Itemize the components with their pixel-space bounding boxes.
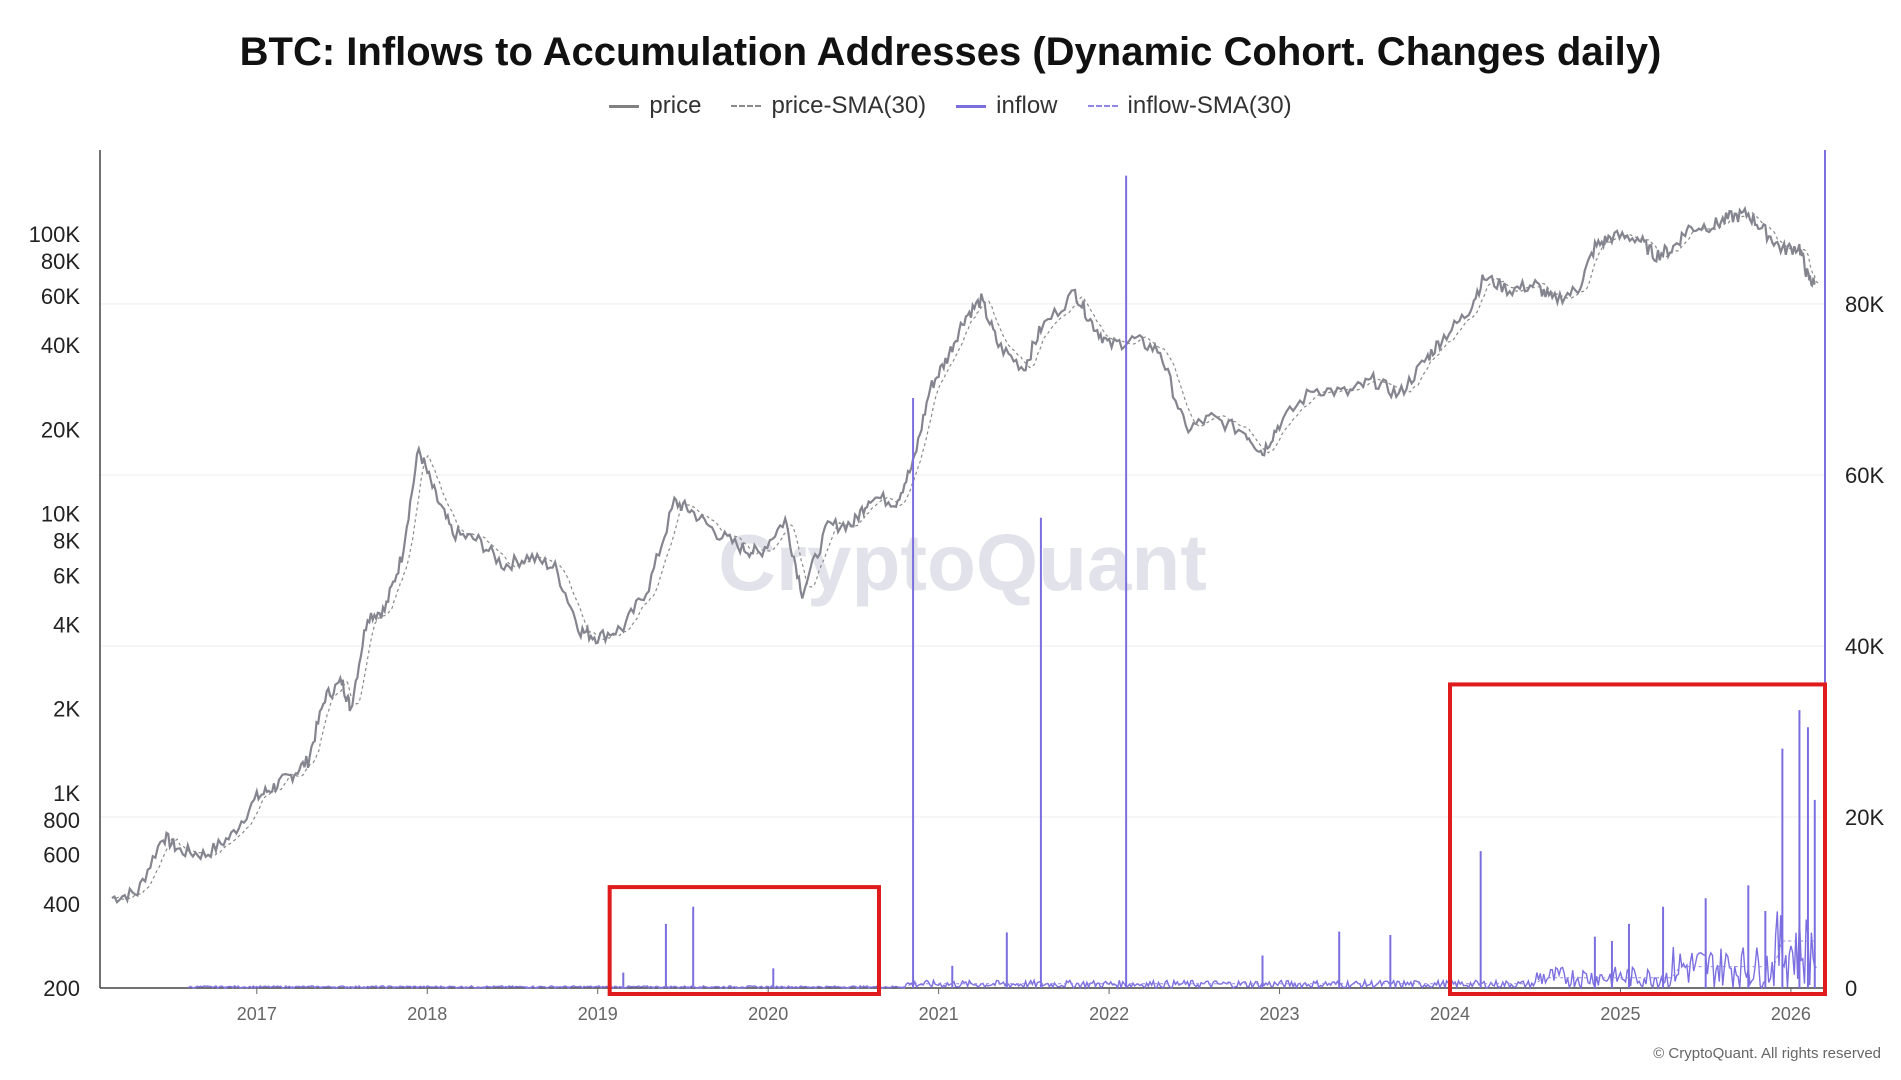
x-tick-label: 2025: [1600, 1004, 1640, 1024]
left-tick-label: 200: [43, 976, 80, 1001]
x-tick-label: 2017: [237, 1004, 277, 1024]
legend-item-price[interactable]: price: [609, 92, 701, 120]
left-tick-label: 60K: [41, 284, 80, 309]
x-tick-label: 2018: [407, 1004, 447, 1024]
right-tick-label: 40K: [1845, 634, 1884, 659]
left-tick-label: 400: [43, 892, 80, 917]
left-tick-label: 600: [43, 843, 80, 868]
left-tick-label: 20K: [41, 417, 80, 442]
x-tick-label: 2020: [748, 1004, 788, 1024]
copyright-credit: © CryptoQuant. All rights reserved: [1653, 1045, 1881, 1062]
left-tick-label: 800: [43, 808, 80, 833]
legend-label-price: price: [649, 92, 702, 119]
x-tick-label: 2021: [919, 1004, 959, 1024]
left-tick-label: 100K: [29, 222, 81, 247]
right-tick-label: 0: [1845, 976, 1857, 1001]
left-tick-label: 2K: [53, 697, 80, 722]
x-tick-label: 2026: [1771, 1004, 1811, 1024]
x-tick-label: 2022: [1089, 1004, 1129, 1024]
left-tick-label: 80K: [41, 249, 80, 274]
left-tick-label: 6K: [53, 563, 80, 588]
inflow-sma-line: [188, 940, 1817, 988]
legend-label-price-sma: price-SMA(30): [771, 92, 927, 119]
left-tick-label: 1K: [53, 781, 80, 806]
legend: price price-SMA(30) inflow inflow-SMA(30…: [0, 92, 1901, 120]
right-tick-label: 20K: [1845, 805, 1884, 830]
left-tick-label: 4K: [53, 613, 80, 638]
left-tick-label: 10K: [41, 501, 80, 526]
legend-item-inflow[interactable]: inflow: [956, 92, 1058, 120]
legend-label-inflow-sma: inflow-SMA(30): [1127, 92, 1292, 119]
inflow-line: [187, 911, 1817, 990]
highlight-box-1: [607, 885, 881, 996]
legend-label-inflow: inflow: [996, 92, 1058, 119]
x-tick-label: 2019: [578, 1004, 618, 1024]
highlight-box-2: [1448, 682, 1827, 996]
right-tick-label: 80K: [1845, 292, 1884, 317]
legend-swatch-inflow: [956, 104, 987, 108]
legend-swatch-price: [609, 104, 640, 108]
left-tick-label: 40K: [41, 333, 80, 358]
legend-swatch-inflow-sma: [1087, 105, 1118, 107]
x-tick-label: 2023: [1260, 1004, 1300, 1024]
legend-item-inflow-sma[interactable]: inflow-SMA(30): [1087, 92, 1292, 120]
x-tick-label: 2024: [1430, 1004, 1470, 1024]
legend-swatch-price-sma: [731, 105, 762, 107]
watermark: CryptoQuant: [718, 518, 1207, 607]
legend-item-price-sma[interactable]: price-SMA(30): [731, 92, 926, 120]
chart-title: BTC: Inflows to Accumulation Addresses (…: [239, 30, 1662, 74]
left-tick-label: 8K: [53, 528, 80, 553]
price-line: [111, 205, 1816, 905]
right-tick-label: 60K: [1845, 463, 1884, 488]
